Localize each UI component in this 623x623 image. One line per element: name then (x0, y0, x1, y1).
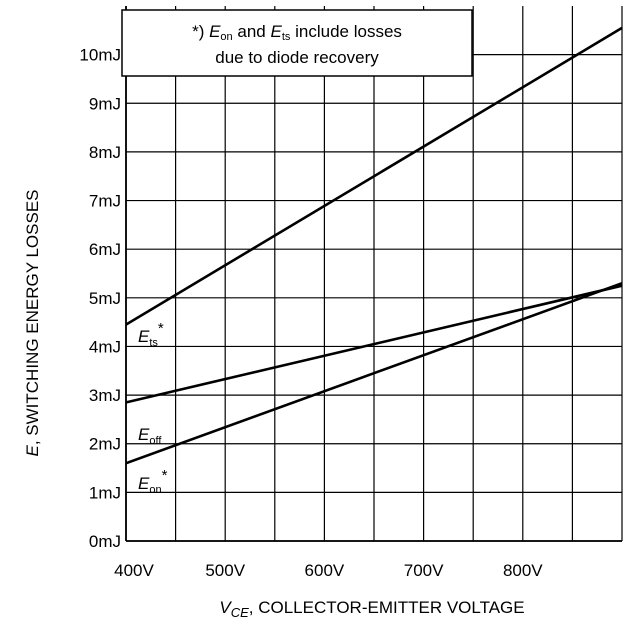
annotation-box: *) Eon and Ets include losses due to dio… (121, 9, 473, 77)
series-labels: Ets* Eoff Eon* (138, 320, 168, 496)
y-tick-label: 1mJ (89, 483, 121, 502)
series-line-0 (125, 26, 623, 326)
series-line-1 (125, 284, 623, 404)
series-lines (125, 26, 623, 465)
y-axis-title: E, SWITCHING ENERGY LOSSES (23, 189, 42, 456)
y-tick-label: 3mJ (89, 386, 121, 405)
series-line-2 (125, 281, 623, 465)
series-label-1: Eoff (138, 425, 162, 447)
series-label-0: Ets* (138, 320, 164, 349)
y-tick-label: 9mJ (89, 94, 121, 113)
y-tick-label: 5mJ (89, 289, 121, 308)
x-tick-label: 800V (503, 561, 543, 580)
y-tick-label: 4mJ (89, 337, 121, 356)
x-tick-label: 700V (404, 561, 444, 580)
series-label-2: Eon* (138, 467, 168, 496)
plot-frame (125, 6, 622, 542)
annotation-line-2: due to diode recovery (215, 48, 379, 67)
annotation-line-1: *) Eon and Ets include losses (192, 22, 402, 43)
y-tick-label: 0mJ (89, 532, 121, 551)
y-tick-label: 2mJ (89, 435, 121, 454)
y-tick-label: 6mJ (89, 240, 121, 259)
y-tick-label: 8mJ (89, 143, 121, 162)
x-tick-label: 600V (305, 561, 345, 580)
y-tick-label: 10mJ (79, 46, 121, 65)
x-tick-label: 500V (205, 561, 245, 580)
y-tick-labels: 0mJ 1mJ 2mJ 3mJ 4mJ 5mJ 6mJ 7mJ 8mJ 9mJ 10mJ (79, 46, 121, 551)
y-tick-label: 7mJ (89, 192, 121, 211)
annotation-frame (121, 9, 473, 77)
grid (125, 6, 623, 542)
x-tick-label: 400V (114, 561, 154, 580)
x-tick-labels: 400V 500V 600V 700V 800V (114, 561, 543, 580)
x-axis-title: VCE, COLLECTOR-EMITTER VOLTAGE (219, 598, 524, 620)
